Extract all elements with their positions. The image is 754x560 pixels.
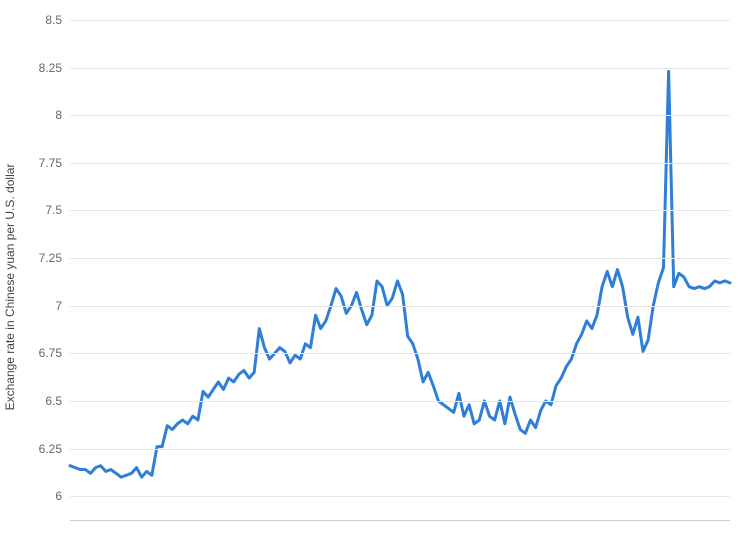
y-tick-label: 7.75 xyxy=(39,156,62,170)
plot-area: 66.256.56.7577.257.57.7588.258.5 xyxy=(70,20,730,520)
y-tick-label: 7.5 xyxy=(45,203,62,217)
series-line xyxy=(70,71,730,477)
exchange-rate-chart: Exchange rate in Chinese yuan per U.S. d… xyxy=(0,0,754,560)
chart-svg xyxy=(70,20,730,520)
y-axis-label: Exchange rate in Chinese yuan per U.S. d… xyxy=(3,164,17,411)
y-tick-label: 6.75 xyxy=(39,346,62,360)
grid-line xyxy=(70,496,730,497)
y-tick-label: 8.25 xyxy=(39,61,62,75)
grid-line xyxy=(70,163,730,164)
grid-line xyxy=(70,68,730,69)
grid-line xyxy=(70,115,730,116)
y-tick-label: 8 xyxy=(55,108,62,122)
x-axis-line xyxy=(70,520,730,521)
grid-line xyxy=(70,353,730,354)
grid-line xyxy=(70,210,730,211)
grid-line xyxy=(70,20,730,21)
grid-line xyxy=(70,258,730,259)
y-tick-label: 8.5 xyxy=(45,13,62,27)
y-tick-label: 7.25 xyxy=(39,251,62,265)
y-tick-label: 7 xyxy=(55,299,62,313)
y-tick-label: 6.5 xyxy=(45,394,62,408)
grid-line xyxy=(70,401,730,402)
grid-line xyxy=(70,449,730,450)
y-tick-label: 6 xyxy=(55,489,62,503)
grid-line xyxy=(70,306,730,307)
y-tick-label: 6.25 xyxy=(39,442,62,456)
